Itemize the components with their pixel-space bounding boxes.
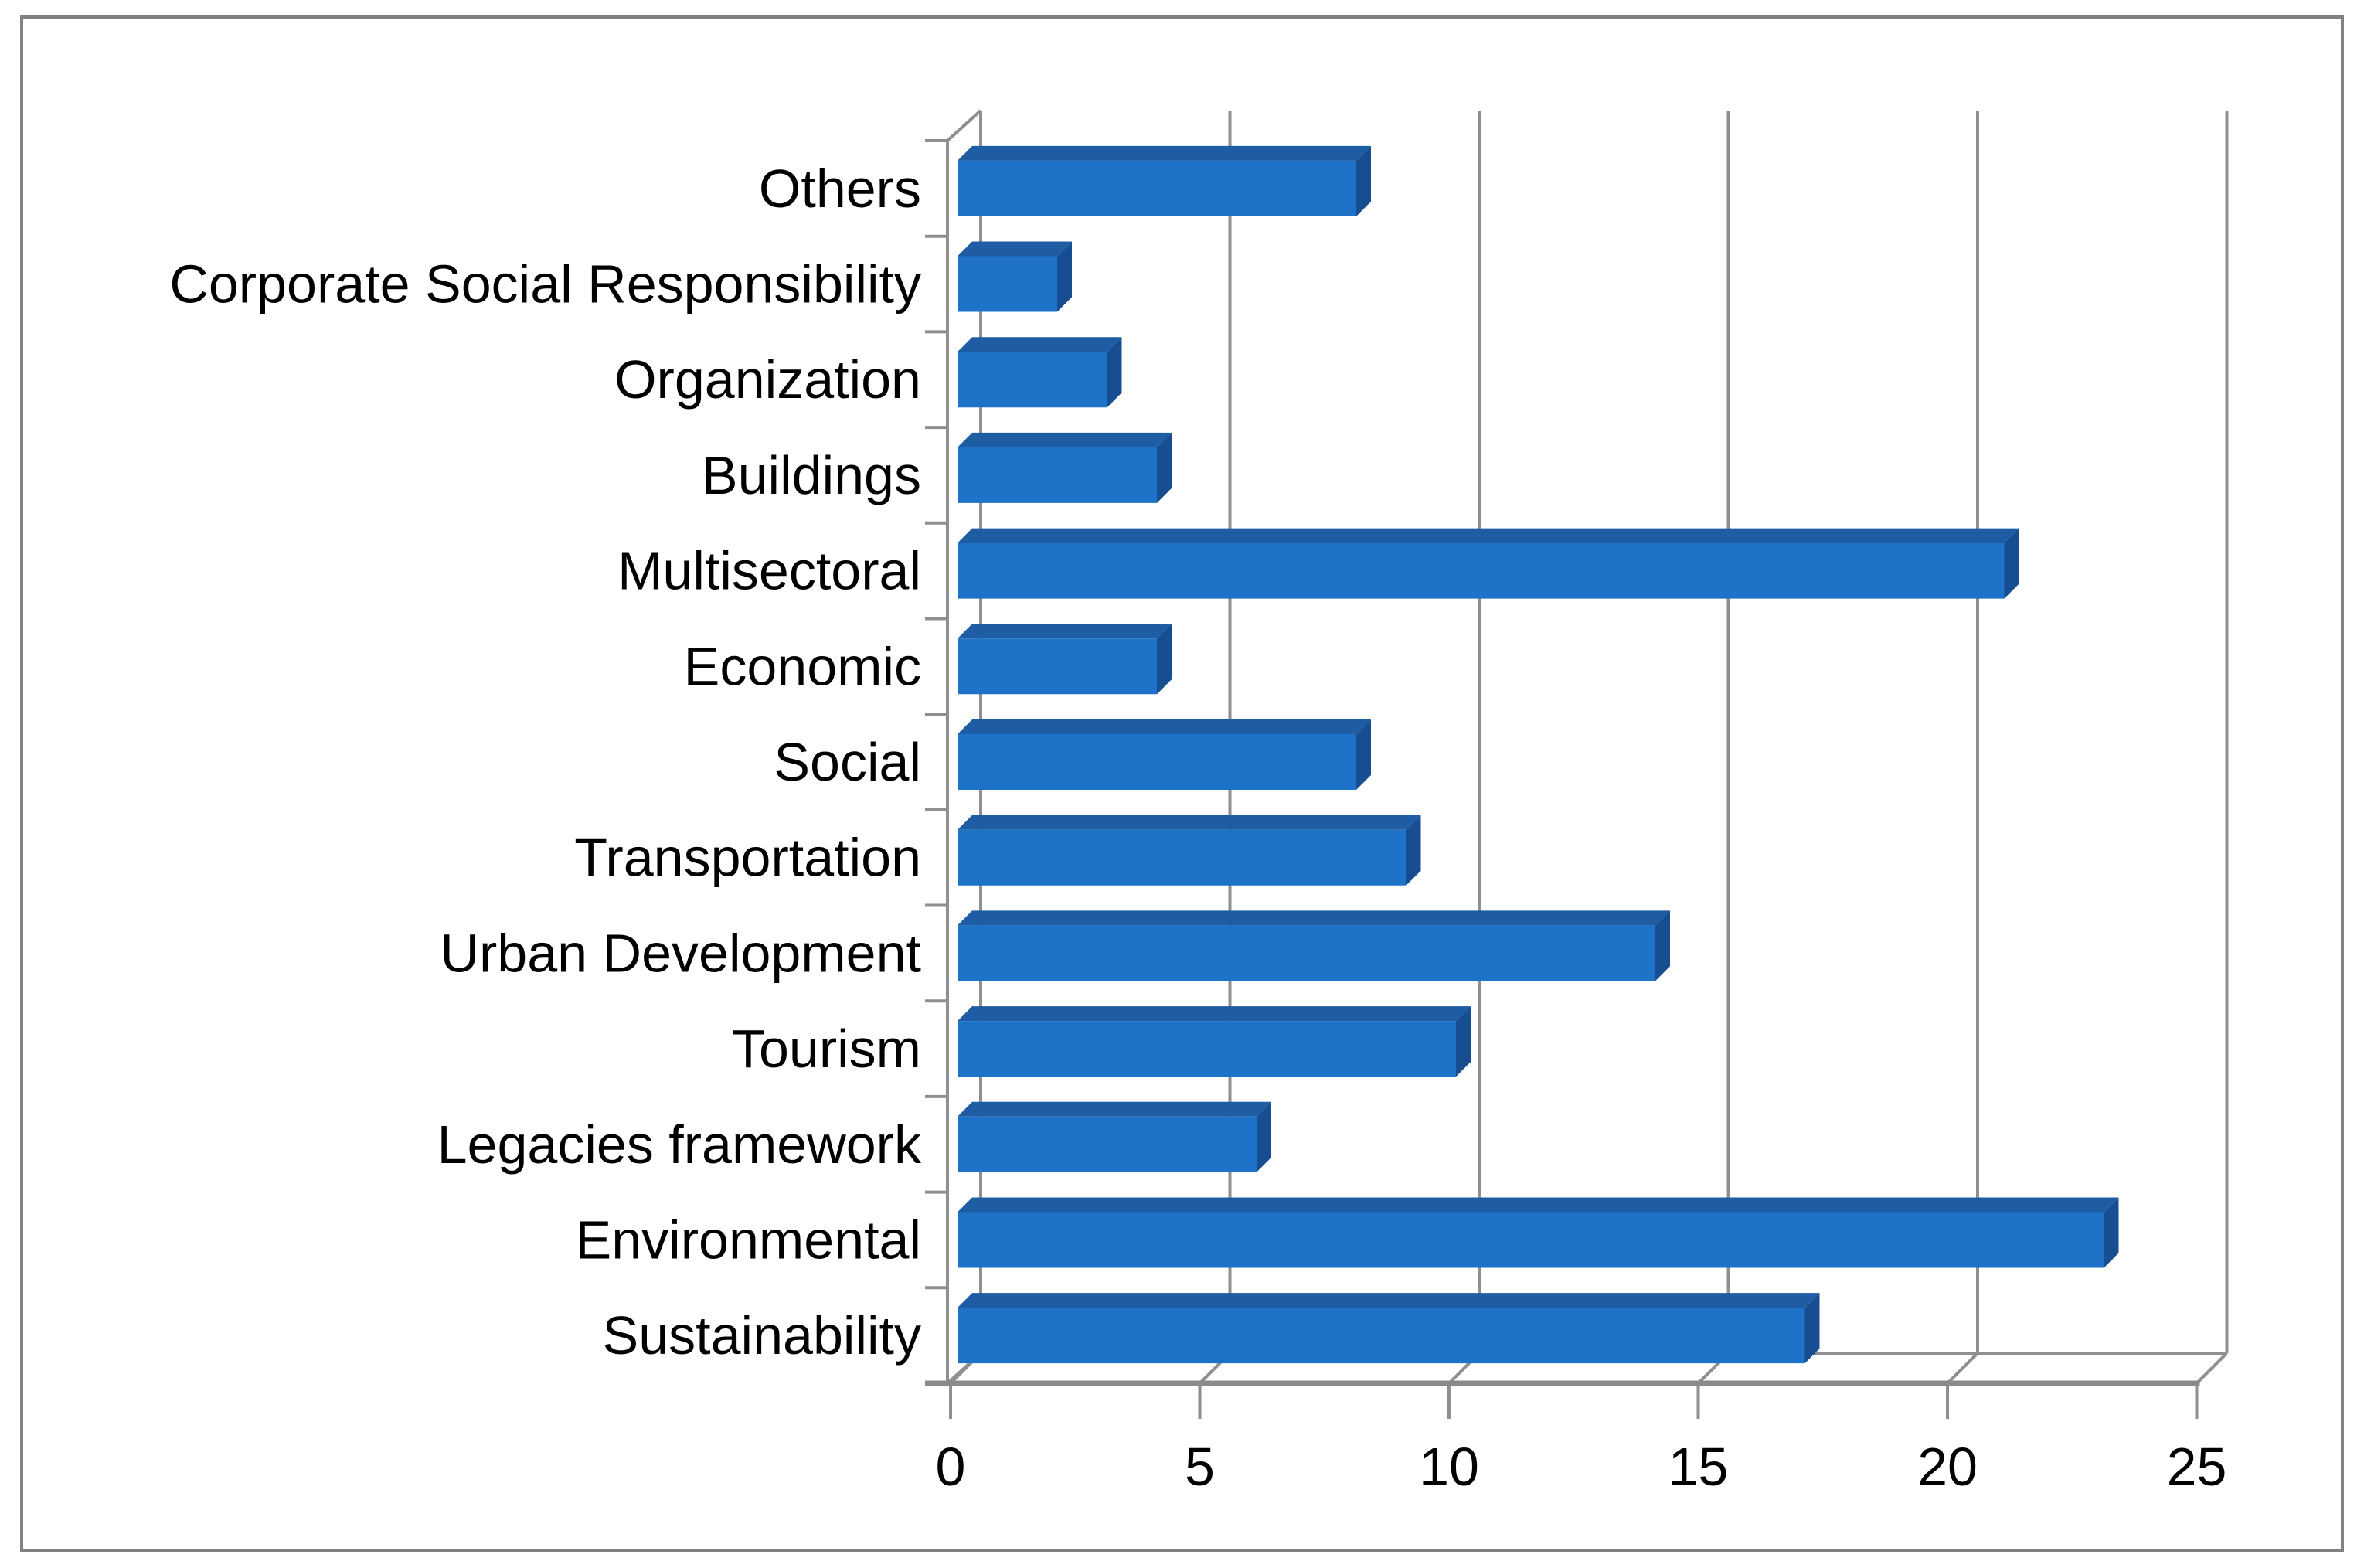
bar-end-face <box>1257 1101 1271 1172</box>
bar-front-face <box>958 447 1157 503</box>
bar-tourism <box>958 1006 1471 1077</box>
bar-urban-development <box>958 910 1670 981</box>
bar-front-face <box>958 1308 1805 1364</box>
bar-buildings <box>958 432 1172 503</box>
floor-gridline-20 <box>1946 1352 1979 1385</box>
bar-top-face <box>958 528 2019 543</box>
bar-top-face <box>958 1006 1471 1022</box>
x-tick-label-15: 15 <box>1668 1437 1729 1497</box>
bar-end-face <box>1804 1293 1820 1364</box>
bar-top-face <box>958 910 1670 926</box>
category-label-economic: Economic <box>684 636 921 696</box>
bar-front-face <box>958 1021 1456 1077</box>
bar-multisectoral <box>958 528 2019 599</box>
bar-sustainability <box>958 1293 1820 1364</box>
category-label-sustainability: Sustainability <box>603 1305 921 1366</box>
bar-front-face <box>958 160 1356 216</box>
bar-front-face <box>958 543 2005 599</box>
x-tick-label-25: 25 <box>2167 1437 2227 1497</box>
side-wall-top-edge <box>946 109 982 142</box>
bar-end-face <box>1356 145 1371 216</box>
bar-environmental <box>958 1197 2119 1268</box>
category-label-transportation: Transportation <box>574 828 921 888</box>
bar-end-face <box>1655 910 1670 981</box>
category-label-multisectoral: Multisectoral <box>617 541 921 601</box>
x-tick-label-5: 5 <box>1185 1437 1215 1497</box>
bar-top-face <box>958 1197 2119 1213</box>
bar-organization <box>958 337 1122 408</box>
bar-front-face <box>958 1116 1257 1172</box>
bar-top-face <box>958 241 1072 257</box>
figure-border <box>20 15 2344 1552</box>
x-tick-label-20: 20 <box>1917 1437 1978 1497</box>
bar-end-face <box>1157 624 1172 695</box>
bar-front-face <box>958 352 1107 408</box>
bar-transportation <box>958 815 1421 886</box>
bar-top-face <box>958 719 1371 734</box>
bar-others <box>958 145 1371 216</box>
bar-front-face <box>958 256 1057 312</box>
category-label-others: Others <box>759 158 921 219</box>
bar-top-face <box>958 1101 1271 1117</box>
category-label-tourism: Tourism <box>732 1019 921 1079</box>
bar-end-face <box>2104 1197 2119 1268</box>
bar-top-face <box>958 145 1371 161</box>
bar-top-face <box>958 624 1172 639</box>
category-label-buildings: Buildings <box>702 445 921 505</box>
bar-top-face <box>958 815 1421 830</box>
category-label-organization: Organization <box>614 349 921 410</box>
x-tick-label-0: 0 <box>936 1437 966 1497</box>
bar-end-face <box>1456 1006 1471 1077</box>
category-label-environmental: Environmental <box>576 1209 921 1270</box>
bar-front-face <box>958 734 1356 790</box>
category-label-urban-development: Urban Development <box>440 923 921 983</box>
bar-end-face <box>1057 241 1072 312</box>
bar-top-face <box>958 432 1172 447</box>
bar-front-face <box>958 1212 2104 1268</box>
bar-front-face <box>958 829 1406 886</box>
bar-top-face <box>958 337 1122 352</box>
category-label-corporate-social-responsibility: Corporate Social Responsibility <box>169 254 921 315</box>
bar-corporate-social-responsibility <box>958 241 1072 312</box>
bar-end-face <box>1406 815 1421 886</box>
bar-end-face <box>1157 432 1172 503</box>
floor-gridline-25 <box>2196 1352 2228 1385</box>
bar-end-face <box>1356 719 1371 790</box>
bar-economic <box>958 624 1172 695</box>
bar-legacies-framework <box>958 1101 1271 1172</box>
bar-front-face <box>958 925 1655 981</box>
bar-end-face <box>2004 528 2019 599</box>
bar-front-face <box>958 638 1157 695</box>
bar-end-face <box>1107 337 1122 408</box>
category-label-social: Social <box>774 732 921 792</box>
bar-social <box>958 719 1371 790</box>
category-label-legacies-framework: Legacies framework <box>437 1114 922 1175</box>
bar-top-face <box>958 1293 1820 1308</box>
x-tick-label-10: 10 <box>1419 1437 1479 1497</box>
